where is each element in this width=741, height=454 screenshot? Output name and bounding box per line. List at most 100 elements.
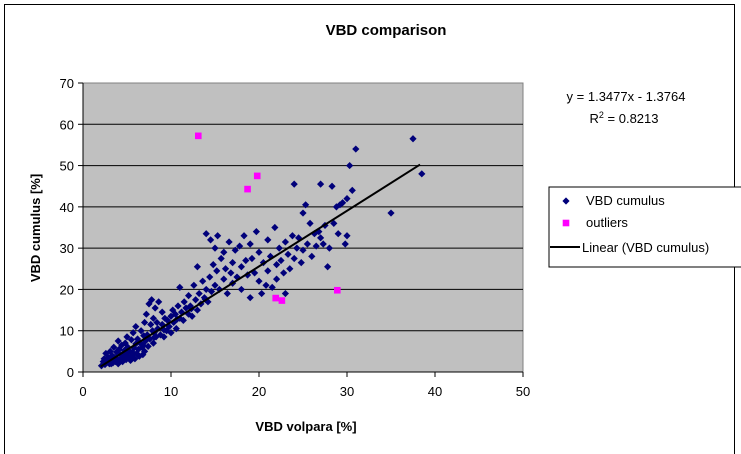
data-point [132,322,140,331]
data-point [141,318,149,327]
data-point [195,289,203,298]
data-point [246,294,254,302]
data-point [278,297,286,304]
x-axis-title: VBD volpara [%] [255,419,356,434]
data-point [156,331,165,339]
data-point [154,325,162,333]
data-point [137,327,145,335]
data-point [190,281,198,289]
data-point [272,294,280,302]
data-point [214,232,222,240]
data-point [217,254,225,263]
y-tick-label: 30 [60,241,74,256]
trendline-equation-text: y = 1.3477x - 1.3764 [567,89,686,104]
data-point [143,331,151,339]
data-point [293,244,301,252]
x-tick-label: 20 [252,384,266,399]
data-point [160,326,168,334]
data-point [280,269,288,277]
chart-title: VBD comparison [326,22,447,39]
data-point [271,223,279,232]
data-point [160,333,168,341]
data-point [147,320,155,329]
data-point [149,314,157,322]
data-point [264,267,272,275]
data-point [148,296,156,304]
data-point [312,242,320,250]
data-point [130,344,138,352]
data-point [179,316,187,324]
data-point [145,300,153,308]
data-point [290,180,298,188]
y-tick-label: 20 [60,282,74,297]
data-point [163,316,172,324]
data-point [122,356,130,364]
data-point [341,240,349,248]
data-point [193,263,201,271]
r-squared-value: = 0.8213 [604,111,659,126]
data-point [252,228,260,236]
data-point [268,283,276,291]
data-point [306,219,314,227]
data-point [221,265,230,273]
data-point [153,318,161,327]
r-squared-label: R [590,111,599,126]
data-point [290,254,298,263]
data-point [158,308,166,316]
data-point [176,283,184,291]
data-point [255,248,263,256]
legend-marker [562,197,570,205]
data-point [334,286,341,294]
data-point [334,230,342,238]
data-point [118,341,126,349]
legend-label: outliers [586,215,628,230]
data-point [317,234,325,242]
data-point [303,240,311,248]
data-point [409,135,417,143]
plot-background [82,82,524,373]
data-point [302,201,310,209]
x-tick-label: 10 [164,384,178,399]
r-squared-exponent: 2 [599,110,604,120]
trendline [100,163,421,368]
data-point [225,238,233,246]
data-point [193,306,201,314]
data-point [244,185,251,193]
legend-marker [562,219,570,227]
data-point [295,234,303,242]
legend: VBD cumulus outliers Linear (VBD cumulus) [548,186,741,268]
data-point [255,277,263,285]
data-point [211,244,219,252]
r-squared-text: R2 = 0.8213 [590,110,659,126]
y-tick-label: 40 [60,200,74,215]
data-point [199,277,207,285]
data-point [297,258,305,267]
data-point [242,256,250,265]
data-point [286,265,294,273]
data-point [220,248,228,256]
data-point [299,209,307,217]
data-point [207,236,215,244]
data-point [237,263,245,271]
data-point [170,318,178,327]
data-point [118,354,126,362]
data-point [213,267,221,275]
data-point [141,347,149,355]
data-point [207,287,216,296]
data-point [237,285,245,294]
data-point [229,258,237,267]
data-point [258,289,266,298]
data-point [328,182,336,190]
data-point [177,308,186,316]
y-tick-label: 60 [60,117,74,132]
data-point [352,145,360,153]
x-tick-label: 50 [516,384,530,399]
data-point [308,252,316,260]
data-point [139,341,147,349]
legend-label: VBD cumulus [586,193,665,208]
y-tick-label: 0 [67,365,74,380]
data-point [180,298,188,306]
x-tick-label: 30 [340,384,354,399]
data-point [253,172,261,180]
